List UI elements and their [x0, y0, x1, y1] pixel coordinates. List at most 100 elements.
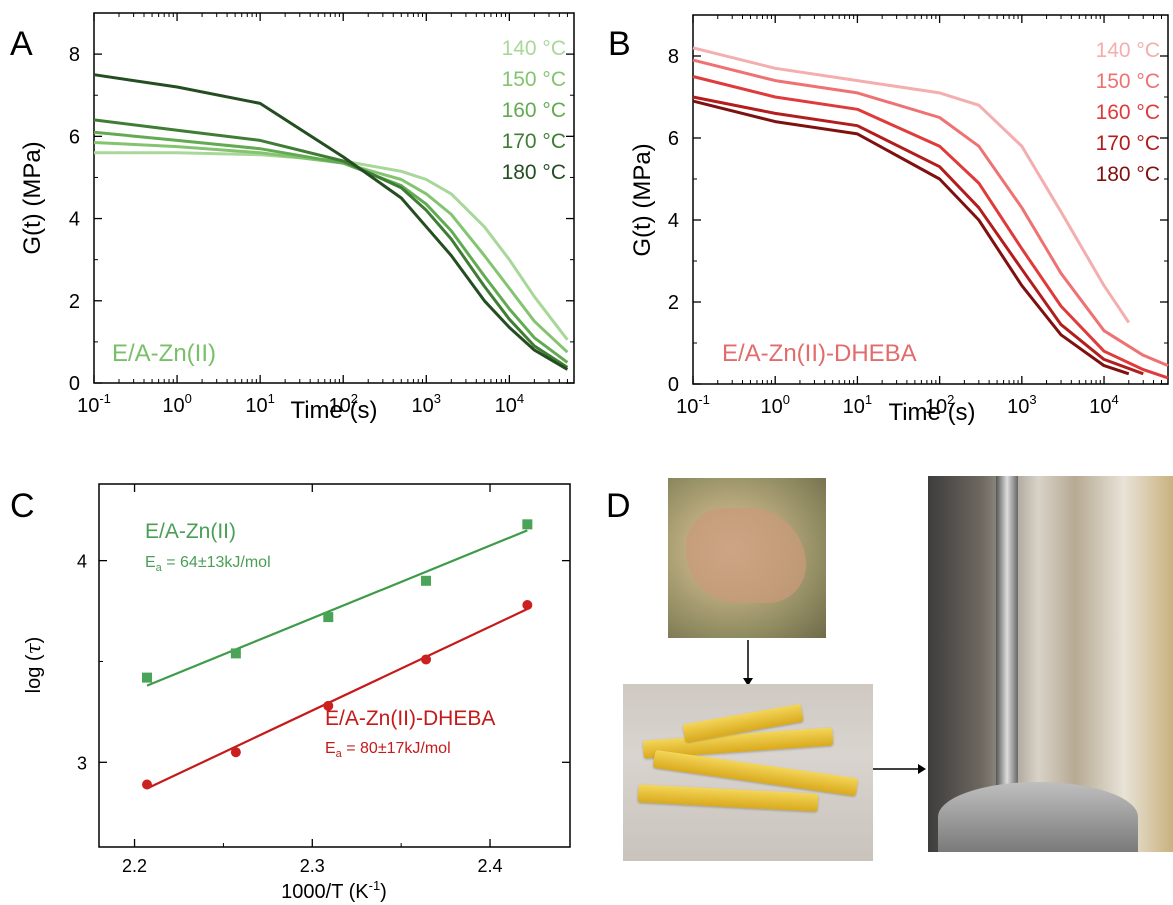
panel-c-xlabel: 1000/T (K-1) [281, 878, 387, 903]
x-tick-label: 10-1 [77, 391, 111, 417]
tick-base: 10 [1089, 396, 1111, 418]
panel-c-frame [98, 483, 571, 848]
x-tick-label: 102 [328, 391, 357, 417]
tester-rod [996, 476, 1018, 852]
tick-exp: 2 [351, 391, 358, 406]
panel-b-lines [692, 46, 1169, 380]
legend-entry: 170 °C [502, 130, 566, 153]
x-tick-label: 104 [495, 391, 524, 417]
x-tick-label: 102 [925, 392, 954, 418]
panel-c-annot2-ea: Ea = 80±17kJ/mol [325, 740, 451, 760]
series-line [692, 95, 1144, 376]
panel-c-annot1-ea: Ea = 64±13kJ/mol [145, 554, 271, 574]
annot2-val: = 80±17kJ/mol [342, 740, 451, 757]
tick-base: 10 [77, 395, 99, 417]
legend-entry: 170 °C [1096, 132, 1160, 155]
data-point-circle [230, 747, 241, 758]
tick-exp: 4 [1112, 392, 1119, 407]
x-tick-label: 100 [760, 392, 789, 418]
data-point-circle [522, 600, 533, 610]
c-ylabel-pre: log ( [23, 654, 45, 693]
panel-b-ylabel: G(t) (MPa) [629, 143, 656, 256]
tick-exp: 0 [185, 391, 192, 406]
c-xlabel-end: ) [380, 881, 387, 903]
panel-c-points [141, 519, 533, 790]
panel-c-letter: C [10, 487, 35, 525]
data-point-square [141, 672, 152, 683]
y-tick-label: 4 [77, 552, 87, 572]
photo-tensile-tester [928, 476, 1173, 852]
fit-line [146, 529, 528, 687]
x-tick-label: 2.2 [122, 856, 147, 876]
tick-base: 10 [925, 396, 947, 418]
x-tick-label: 104 [1089, 392, 1118, 418]
panel-b-legend: 140 °C 150 °C 160 °C 170 °C 180 °C [1096, 39, 1160, 186]
y-tick-label: 0 [69, 373, 80, 395]
series-line [93, 141, 569, 354]
panel-a-legend: 140 °C 150 °C 160 °C 170 °C 180 °C [502, 37, 566, 184]
legend-entry: 140 °C [1096, 39, 1160, 62]
panel-a-xlabel: Time (s) [290, 397, 377, 424]
y-tick-label: 8 [69, 44, 80, 66]
x-tick-label: 103 [412, 391, 441, 417]
tick-exp: -1 [99, 391, 111, 406]
tick-base: 10 [328, 395, 350, 417]
panel-d: D [606, 487, 926, 774]
series-line [692, 46, 1131, 324]
panel-b-xlabel: Time (s) [888, 399, 975, 426]
legend-entry: 150 °C [1096, 70, 1160, 93]
panel-c: C 2.2 2.3 2.4 3 4 E/A-Zn(II) Ea = 64±13kJ/mo… [10, 483, 571, 903]
annot1-val: = 64±13kJ/mol [162, 554, 271, 571]
series-line [692, 58, 1169, 367]
x-tick-label: 2.3 [300, 856, 325, 876]
panel-c-annot2-name: E/A-Zn(II)-DHEBA [325, 707, 495, 730]
c-ylabel-sym: τ [21, 642, 45, 654]
panel-a-letter: A [10, 25, 33, 63]
fit-line [146, 608, 528, 790]
arrow-right-head [918, 764, 926, 774]
tester-plate [938, 782, 1138, 852]
panel-c-ylabel: log (τ) [21, 637, 45, 694]
data-point-square [421, 575, 432, 586]
annot2-sub: a [336, 748, 343, 760]
series-line [93, 118, 569, 369]
tick-exp: 0 [783, 392, 790, 407]
annot2-e: E [325, 740, 336, 757]
tick-base: 10 [843, 396, 865, 418]
photo-sample-bars [623, 684, 873, 861]
data-point-square [522, 519, 533, 530]
arrow-down-head [743, 678, 753, 686]
panel-a-frame [93, 12, 575, 384]
tick-base: 10 [412, 395, 434, 417]
x-tick-label: 2.4 [478, 856, 503, 876]
tick-base: 10 [162, 395, 184, 417]
panel-b-frame [692, 14, 1169, 385]
panel-b-sample-label: E/A-Zn(II)-DHEBA [722, 340, 917, 367]
x-tick-label: 10-1 [676, 392, 710, 418]
c-ylabel-post: ) [23, 637, 45, 644]
y-tick-label: 6 [69, 126, 80, 148]
legend-entry: 160 °C [1096, 101, 1160, 124]
panel-a-sample-label: E/A-Zn(II) [112, 340, 216, 367]
y-tick-label: 4 [69, 209, 80, 231]
series-line [94, 151, 569, 341]
legend-entry: 140 °C [502, 37, 566, 60]
tick-exp: 1 [268, 391, 275, 406]
legend-entry: 160 °C [502, 99, 566, 122]
legend-entry: 180 °C [1096, 163, 1160, 186]
y-tick-label: 3 [77, 753, 87, 773]
y-tick-label: 4 [668, 210, 679, 232]
data-point-circle [421, 654, 432, 665]
panel-c-ticks: 2.2 2.3 2.4 3 4 [77, 484, 570, 876]
series-line [93, 73, 569, 371]
panel-c-annot1-name: E/A-Zn(II) [145, 520, 236, 543]
y-tick-label: 2 [69, 291, 80, 313]
data-point-square [323, 612, 334, 623]
x-tick-label: 103 [1007, 392, 1036, 418]
panel-a-ylabel: G(t) (MPa) [19, 141, 46, 254]
data-point-circle [141, 779, 152, 790]
x-tick-label: 101 [245, 391, 274, 417]
